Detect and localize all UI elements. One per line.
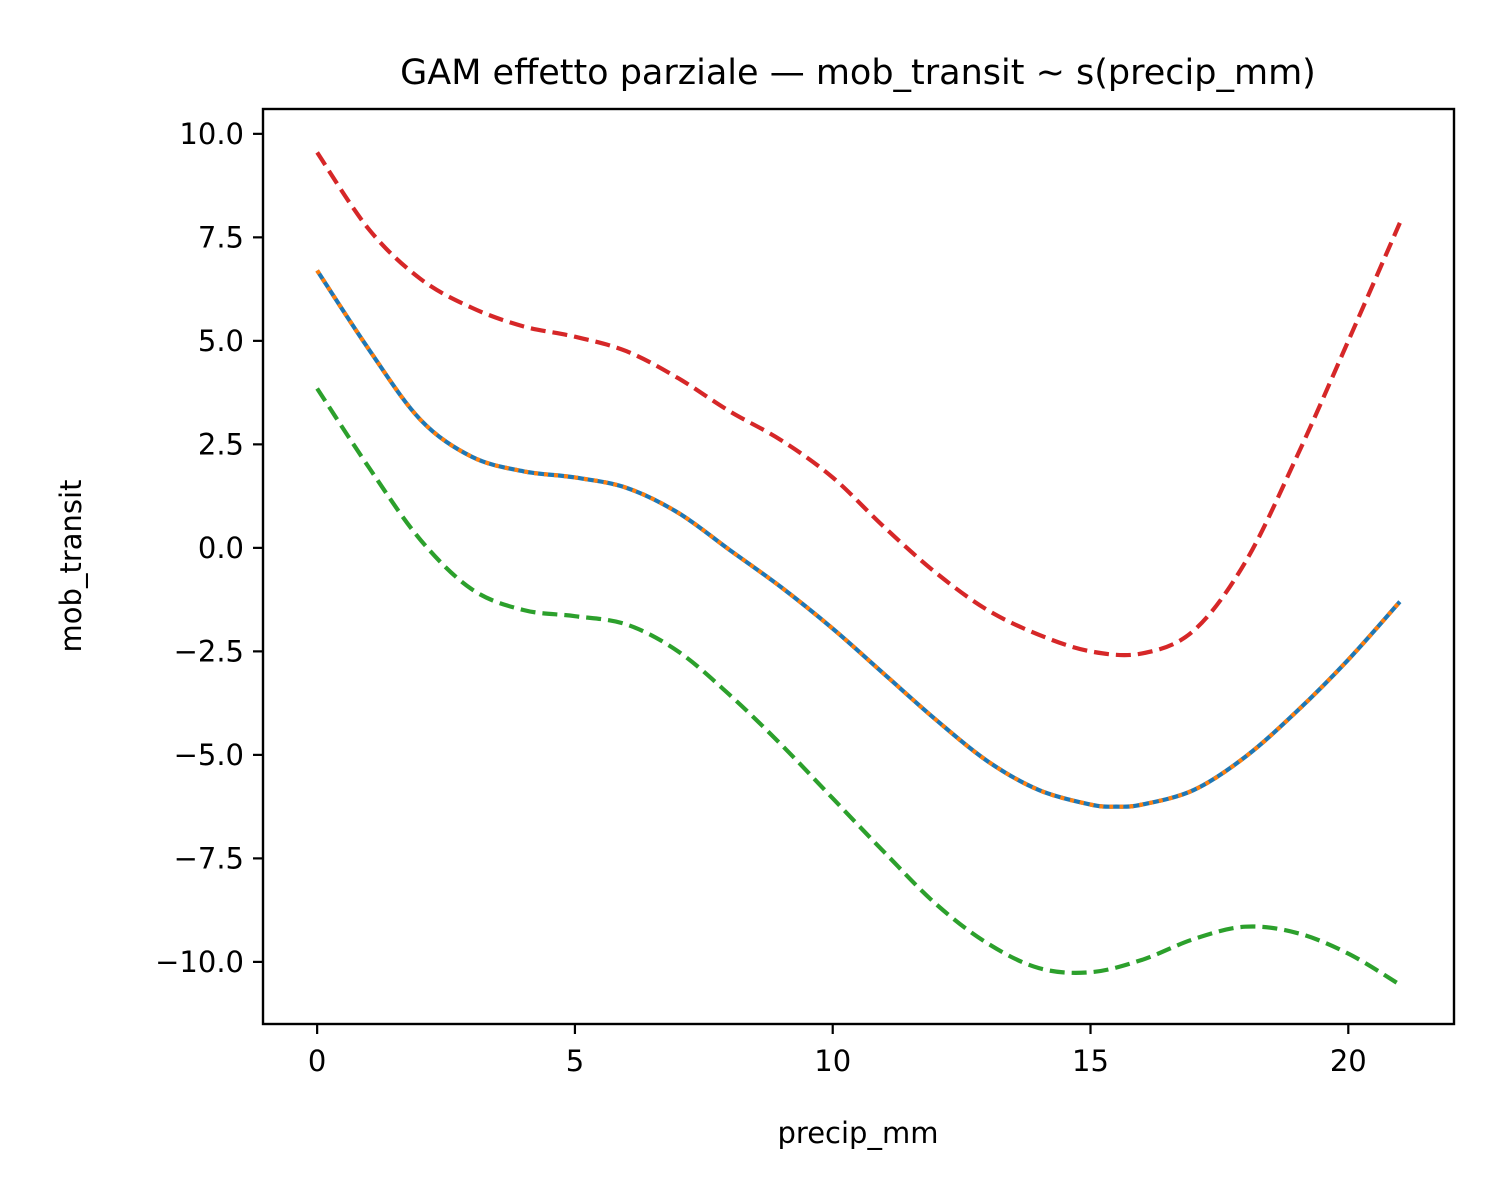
x-axis: 0 5 10 15 20 xyxy=(308,1024,1367,1078)
y-tick-label: 10.0 xyxy=(179,117,244,151)
series-line-3 xyxy=(315,387,1401,987)
series-line-4 xyxy=(315,151,1402,658)
y-tick-label: −2.5 xyxy=(174,634,244,668)
y-tick-label: −7.5 xyxy=(174,841,244,875)
y-tick-label: −10.0 xyxy=(155,945,244,979)
y-tick-label: 5.0 xyxy=(198,324,244,358)
y-axis-label: mob_transit xyxy=(54,480,88,653)
x-tick-label: 10 xyxy=(814,1044,851,1078)
plot-area xyxy=(315,151,1402,987)
chart-title: GAM effetto parziale — mob_transit ~ s(p… xyxy=(400,53,1316,93)
y-tick-label: 2.5 xyxy=(198,427,244,461)
y-tick-label: 0.0 xyxy=(198,531,244,565)
x-tick-label: 15 xyxy=(1072,1044,1109,1078)
y-axis: 10.0 7.5 5.0 2.5 0.0 −2.5 −5.0 −7.5 −10.0 xyxy=(155,117,263,979)
y-tick-label: 7.5 xyxy=(198,220,244,254)
x-tick-label: 20 xyxy=(1330,1044,1367,1078)
y-tick-label: −5.0 xyxy=(174,738,244,772)
x-tick-label: 0 xyxy=(308,1044,326,1078)
plot-frame xyxy=(261,107,1456,1026)
x-tick-label: 5 xyxy=(566,1044,584,1078)
series-line-2 xyxy=(315,269,1402,809)
x-axis-label: precip_mm xyxy=(778,1116,939,1150)
